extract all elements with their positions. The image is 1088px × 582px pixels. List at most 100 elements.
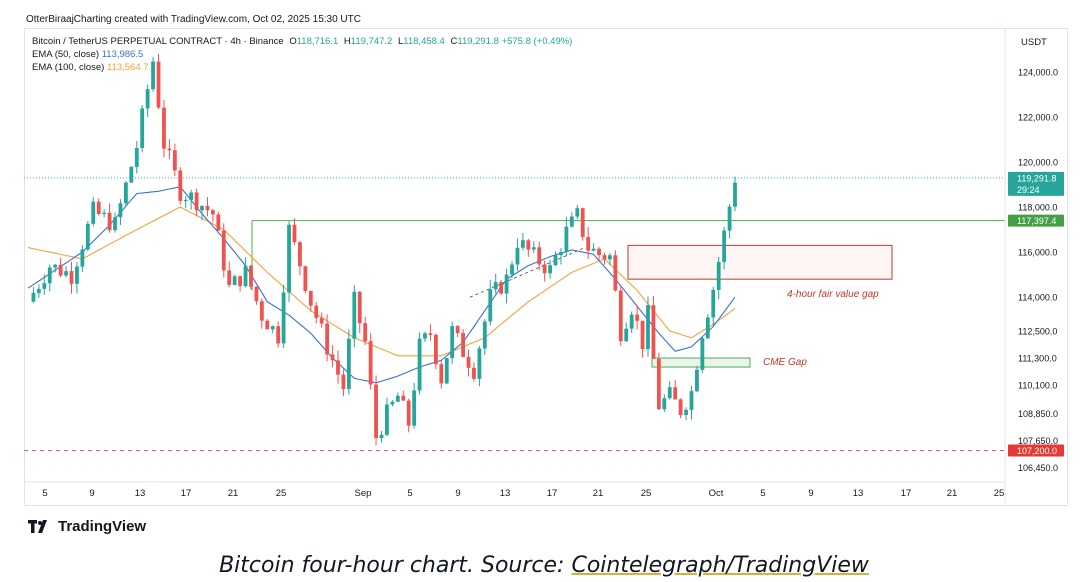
candle-body	[569, 216, 574, 227]
last-price-label-bg	[1008, 171, 1064, 196]
candle-body	[64, 271, 68, 276]
candle-body	[107, 212, 112, 231]
price-tick-label: 110,100.0	[1018, 381, 1057, 391]
close-value: 119,291.8	[457, 36, 499, 47]
candle-body	[254, 286, 259, 302]
candle-body	[618, 290, 623, 342]
chart-panel[interactable]	[24, 28, 1068, 506]
candle-body	[325, 323, 330, 355]
candle-body	[428, 333, 433, 335]
candle-body	[303, 266, 308, 292]
price-tick-label: 116,000.0	[1018, 248, 1057, 258]
candle-body	[172, 150, 177, 171]
horizontal-lines	[24, 177, 1005, 451]
candle-body	[586, 237, 591, 251]
fair-value-gap-label: 4-hour fair value gap	[787, 289, 879, 300]
candle-body	[31, 292, 36, 302]
candle-body	[91, 201, 96, 224]
tradingview-logo-icon	[28, 520, 47, 533]
change-value: +575.8 (+0.49%)	[501, 36, 573, 47]
candle-body	[134, 147, 139, 167]
time-tick-label: 17	[547, 488, 558, 499]
candle-body	[439, 364, 444, 384]
close-label: C	[450, 36, 458, 47]
candle-body	[711, 289, 716, 318]
ema50-line	[27, 186, 736, 384]
candle-body	[178, 170, 183, 201]
open-label: O	[289, 36, 297, 47]
price-chart[interactable]: 124,000.0 122,000.0 120,000.0 118,000.0 116,…	[0, 0, 1088, 520]
candle-body	[515, 247, 520, 265]
candle-body	[499, 282, 504, 294]
candle-body	[537, 247, 542, 265]
candle-body	[205, 205, 210, 211]
candle-body	[417, 338, 422, 391]
ema-lines	[27, 186, 736, 384]
last-price-label-countdown: 29:24	[1017, 185, 1040, 195]
candle-body	[270, 326, 275, 330]
candle-body	[433, 334, 438, 365]
brand-name: TradingView	[58, 518, 147, 535]
time-tick-label: 13	[135, 488, 146, 499]
caption-source-link[interactable]: Cointelegraph/TradingView	[571, 553, 869, 578]
candle-body	[444, 358, 449, 384]
candle-body	[363, 323, 368, 342]
candle-body	[629, 314, 634, 329]
candle-body	[722, 230, 727, 262]
support-price-label: 107,200.0	[1017, 446, 1057, 456]
candle-body	[635, 314, 640, 321]
candle-body	[319, 317, 324, 324]
candle-body	[36, 288, 41, 293]
price-tick-label: 124,000.0	[1018, 67, 1058, 77]
candle-body	[357, 291, 362, 324]
candle-body	[189, 192, 194, 201]
currency-label: USDT	[1021, 37, 1047, 48]
candle-body	[559, 251, 563, 256]
candle-body	[75, 266, 79, 284]
candle-body	[96, 201, 101, 214]
candle-body	[194, 192, 199, 211]
price-tick-label: 122,000.0	[1018, 112, 1058, 122]
candle-body	[716, 261, 721, 290]
candle-body	[385, 404, 389, 435]
candle-body	[700, 338, 705, 370]
candle-body	[602, 255, 607, 260]
candle-body	[183, 200, 188, 202]
time-tick-label: 13	[500, 488, 511, 499]
candle-body	[667, 387, 672, 399]
candle-body	[640, 320, 645, 350]
ema50-legend: EMA (50, close) 113,986.5	[32, 49, 143, 60]
candle-body	[346, 338, 351, 390]
candle-body	[265, 320, 270, 330]
fair-value-gap-box	[627, 244, 893, 280]
candle-body	[450, 326, 455, 359]
candle-body	[684, 409, 688, 416]
candle-body	[162, 107, 166, 149]
candle-body	[368, 341, 373, 385]
candle-body	[613, 255, 618, 291]
candle-body	[221, 230, 226, 271]
time-tick-label: 9	[89, 488, 94, 499]
candle-body	[727, 206, 732, 231]
candle-body	[651, 305, 656, 359]
candle-body	[216, 214, 221, 231]
price-tick-label: 114,000.0	[1018, 293, 1057, 303]
candle-body	[564, 226, 569, 252]
candle-body	[211, 210, 215, 215]
candle-body	[531, 247, 536, 250]
candle-body	[624, 328, 629, 342]
resistance-price-label: 117,397.4	[1017, 216, 1056, 226]
tradingview-brand[interactable]: TradingView	[28, 518, 146, 535]
candle-body	[705, 317, 710, 339]
time-axis: 5 9 13 17 21 25 Sep 5 9 13 17 21 25 Oct 5 9 13 17 21 25	[24, 481, 1005, 499]
candle-body	[488, 289, 493, 322]
candle-body	[379, 434, 384, 439]
candle-body	[390, 401, 395, 405]
candle-body	[597, 248, 601, 256]
price-tick-label: 106,450.0	[1018, 463, 1058, 473]
candle-body	[461, 333, 465, 357]
price-tick-label: 108,850.0	[1018, 409, 1058, 419]
price-axis: 124,000.0 122,000.0 120,000.0 118,000.0 116,…	[1004, 29, 1064, 503]
time-tick-label: 25	[641, 488, 652, 499]
price-tick-label: 107,650.0	[1018, 436, 1058, 446]
